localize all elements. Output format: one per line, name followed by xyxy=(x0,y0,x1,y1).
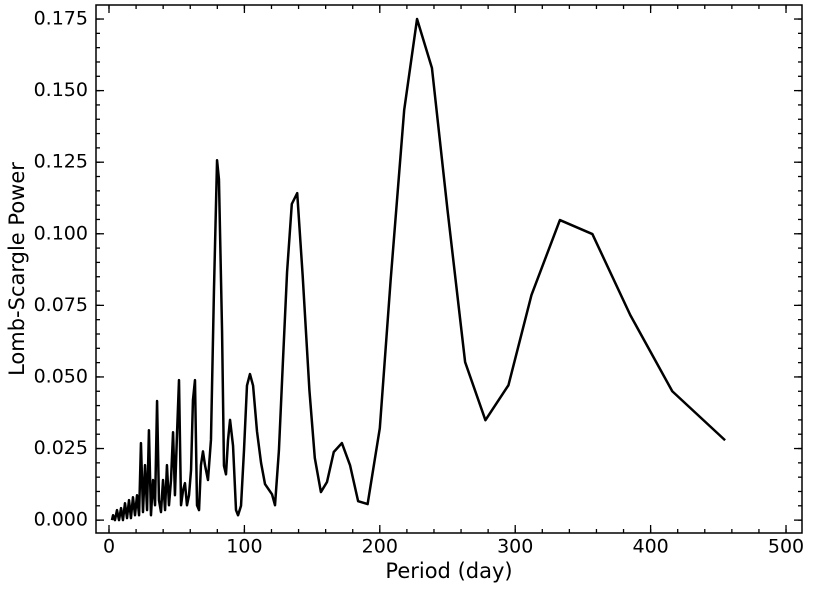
y-tick-label: 0.025 xyxy=(34,437,88,459)
x-tick-label: 400 xyxy=(632,536,668,558)
line xyxy=(110,17,726,522)
y-tick-label: 0.050 xyxy=(34,365,88,387)
y-tick-label: 0.150 xyxy=(34,79,88,101)
y-tick-label: 0.000 xyxy=(34,509,88,531)
plot-frame xyxy=(95,4,803,534)
y-tick-label: 0.100 xyxy=(34,222,88,244)
x-tick-label: 100 xyxy=(226,536,262,558)
y-axis-label: Lomb-Scargle Power xyxy=(5,162,29,376)
x-tick-label: 0 xyxy=(103,536,115,558)
x-tick-label: 200 xyxy=(362,536,398,558)
y-tick-label: 0.175 xyxy=(34,8,88,30)
x-tick-label: 300 xyxy=(497,536,533,558)
x-tick-label: 500 xyxy=(768,536,804,558)
x-axis-label: Period (day) xyxy=(385,559,512,583)
y-tick-label: 0.125 xyxy=(34,151,88,173)
y-tick-label: 0.075 xyxy=(34,294,88,316)
